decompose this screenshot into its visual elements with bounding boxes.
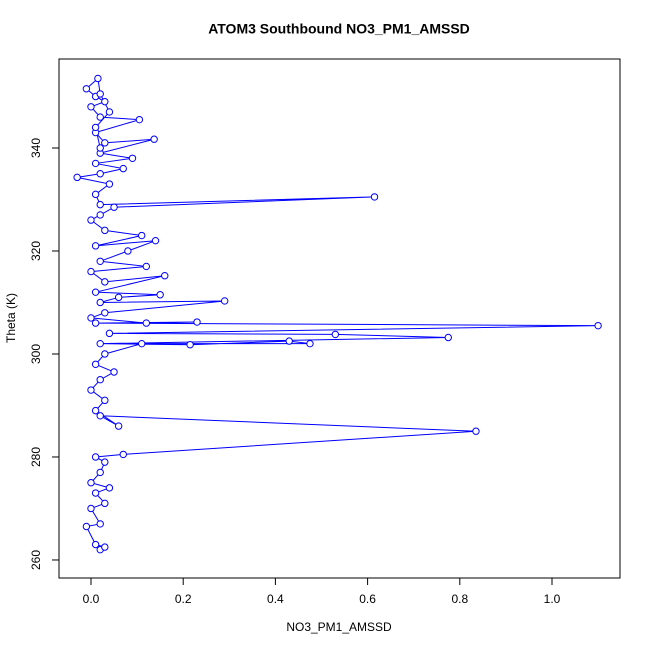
x-tick-label: 0.6 bbox=[359, 592, 376, 606]
data-point bbox=[101, 97, 109, 106]
chart-title: ATOM3 Southbound NO3_PM1_AMSSD bbox=[208, 21, 470, 37]
data-point bbox=[124, 247, 132, 255]
data-point bbox=[105, 180, 114, 188]
data-point bbox=[91, 242, 100, 250]
data-point bbox=[128, 154, 137, 162]
data-point bbox=[96, 468, 104, 477]
y-tick-label: 300 bbox=[29, 344, 43, 364]
data-point bbox=[96, 211, 104, 219]
data-point bbox=[96, 170, 104, 178]
data-point bbox=[91, 360, 100, 368]
data-point bbox=[119, 164, 127, 173]
x-tick-label: 0.0 bbox=[83, 592, 100, 606]
data-point bbox=[87, 103, 95, 111]
data-point bbox=[101, 309, 109, 317]
data-point bbox=[114, 293, 123, 302]
data-point bbox=[96, 412, 104, 420]
y-tick-label: 260 bbox=[29, 550, 43, 570]
y-tick-label: 320 bbox=[29, 241, 43, 261]
data-point bbox=[101, 350, 109, 358]
data-point bbox=[87, 504, 95, 513]
data-point bbox=[138, 231, 146, 240]
data-point bbox=[101, 396, 109, 405]
data-point bbox=[472, 427, 480, 435]
data-point bbox=[306, 339, 314, 348]
data-point bbox=[135, 115, 144, 124]
data-point bbox=[220, 297, 229, 305]
data-point bbox=[87, 216, 95, 224]
data-point bbox=[96, 520, 104, 528]
data-point bbox=[110, 203, 118, 211]
data-point bbox=[594, 321, 602, 330]
data-point bbox=[96, 298, 104, 307]
data-point bbox=[96, 339, 104, 348]
data-point bbox=[91, 489, 100, 497]
data-point bbox=[82, 85, 91, 93]
data-point bbox=[101, 278, 109, 286]
data-point bbox=[161, 272, 169, 280]
data-point bbox=[101, 458, 109, 466]
data-point bbox=[87, 314, 95, 322]
data-point bbox=[87, 479, 95, 487]
x-axis-label: NO3_PM1_AMSSD bbox=[286, 620, 392, 634]
data-point bbox=[444, 333, 452, 342]
data-point bbox=[96, 376, 104, 384]
y-axis-label: Theta (K) bbox=[4, 293, 18, 343]
data-point bbox=[91, 540, 100, 549]
data-point bbox=[156, 291, 164, 299]
x-tick-label: 0.8 bbox=[451, 592, 468, 606]
data-point bbox=[96, 113, 104, 121]
data-point bbox=[110, 368, 118, 376]
data-point bbox=[370, 193, 379, 201]
data-point bbox=[91, 123, 100, 132]
data-point bbox=[96, 90, 104, 98]
data-point bbox=[96, 200, 104, 209]
data-point bbox=[101, 499, 109, 508]
x-tick-label: 0.2 bbox=[175, 592, 192, 606]
data-point bbox=[151, 236, 160, 245]
data-point bbox=[119, 450, 127, 459]
data-point bbox=[331, 330, 340, 339]
data-point bbox=[96, 257, 104, 265]
data-point bbox=[94, 74, 102, 83]
data-point bbox=[82, 522, 91, 531]
data-point bbox=[285, 337, 293, 345]
data-point bbox=[105, 329, 114, 338]
x-tick-label: 0.4 bbox=[267, 592, 284, 606]
data-point bbox=[114, 422, 123, 430]
data-point bbox=[91, 406, 100, 415]
data-point bbox=[186, 341, 194, 349]
data-point bbox=[73, 173, 81, 182]
x-tick-label: 1.0 bbox=[544, 592, 561, 606]
data-point bbox=[101, 543, 109, 551]
y-tick-label: 340 bbox=[29, 138, 43, 158]
data-point bbox=[91, 190, 100, 199]
data-point bbox=[105, 484, 114, 492]
data-line bbox=[77, 77, 599, 551]
data-point bbox=[96, 144, 104, 152]
data-point bbox=[101, 139, 109, 147]
data-point bbox=[101, 226, 109, 235]
data-point bbox=[91, 159, 100, 168]
y-tick-label: 280 bbox=[29, 447, 43, 467]
data-point bbox=[91, 288, 100, 296]
plot-frame bbox=[58, 58, 621, 579]
data-point bbox=[87, 386, 95, 394]
data-point bbox=[150, 135, 158, 143]
data-point bbox=[87, 267, 95, 276]
data-point bbox=[142, 262, 151, 271]
data-point bbox=[105, 108, 114, 116]
data-point bbox=[91, 319, 100, 327]
data-point bbox=[142, 319, 151, 327]
data-point bbox=[193, 318, 201, 326]
data-point bbox=[138, 339, 146, 348]
data-point bbox=[91, 453, 100, 461]
